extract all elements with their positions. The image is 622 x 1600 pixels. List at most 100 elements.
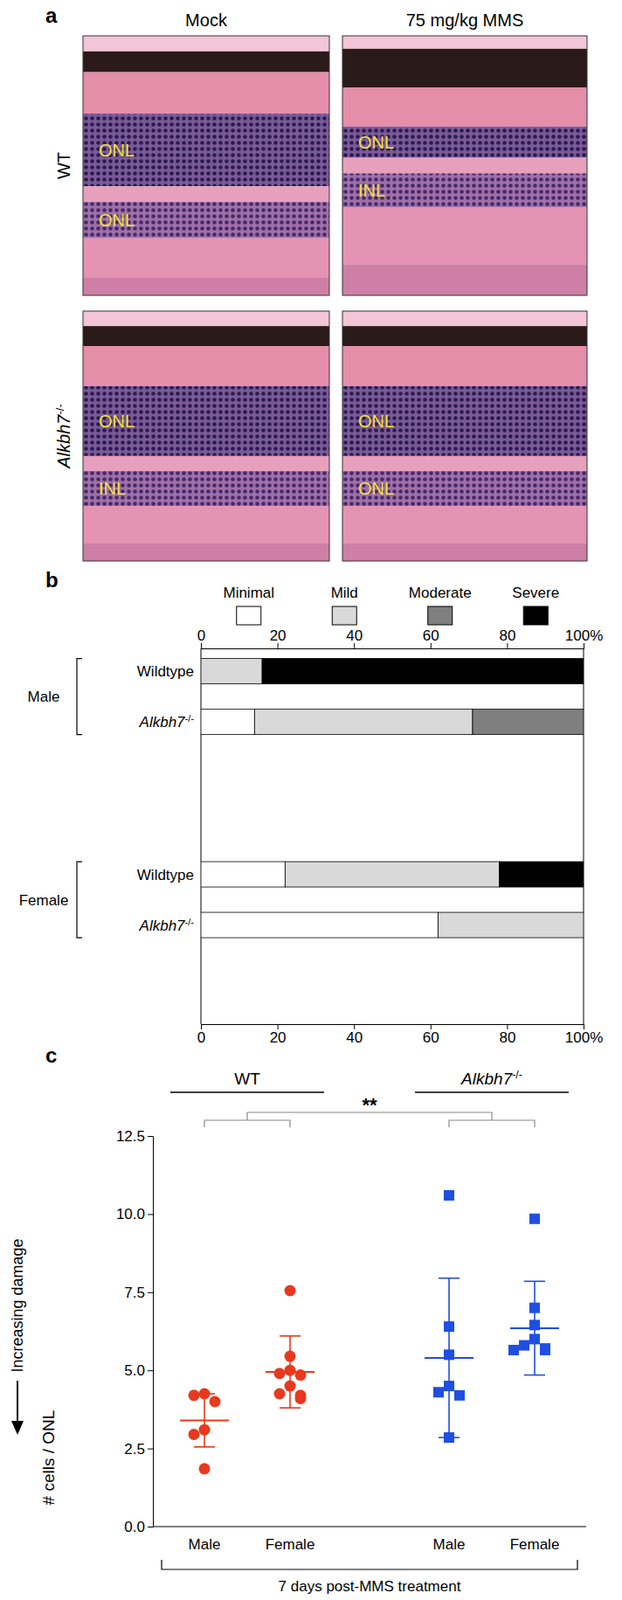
tissue-layer <box>82 456 330 471</box>
tick-mark <box>147 1369 153 1371</box>
error-bar <box>448 1278 450 1438</box>
significance: ** <box>361 1093 378 1116</box>
tick-label: 80 <box>498 627 516 644</box>
bar <box>583 709 585 735</box>
tick: 100% <box>565 1023 603 1046</box>
y-axis: 0.02.55.07.510.012.5 <box>116 1127 154 1535</box>
tissue-layer <box>82 325 330 346</box>
superscript-part: -/- <box>53 403 67 415</box>
tick-label: 7.5 <box>124 1284 146 1301</box>
histology-image: ONLINL <box>342 35 588 296</box>
comparison-bracket <box>204 1112 291 1127</box>
error-cap <box>279 1334 301 1337</box>
legend-label: Severe <box>511 584 560 602</box>
x-axis-top: 020406080100% <box>197 627 603 650</box>
tick: 0 <box>197 627 206 649</box>
tick: 7.5 <box>124 1284 153 1301</box>
category-label: Wildtype <box>137 663 194 680</box>
panel-letter: a <box>45 3 58 28</box>
point <box>529 1213 540 1224</box>
point <box>443 1189 455 1201</box>
tick-label: 5.0 <box>124 1361 146 1379</box>
tissue-layer <box>342 456 588 471</box>
arrow-head <box>11 1420 24 1435</box>
tissue-layer <box>82 186 330 202</box>
italic-part: Alkbh7 <box>138 917 187 934</box>
tick-label: 20 <box>269 1029 287 1046</box>
tissue-layer <box>82 238 330 278</box>
tick: 40 <box>345 627 363 649</box>
category-label: Female <box>265 1535 316 1553</box>
legend: Minimal Mild Moderate Severe <box>222 584 560 625</box>
tissue-layer <box>82 543 330 561</box>
point <box>199 1462 211 1474</box>
frame-line <box>583 648 585 1024</box>
tick: 80 <box>498 1023 516 1046</box>
tissue-layer <box>342 470 588 506</box>
tissue-layer <box>342 48 588 89</box>
point <box>188 1428 201 1440</box>
error-bar <box>533 1280 536 1375</box>
tissue-layer <box>342 87 588 127</box>
category-label: Alkbh7-/- <box>138 916 195 934</box>
tick-label: 0 <box>197 627 206 644</box>
superscript-part: -/- <box>185 712 195 724</box>
error-bar <box>203 1393 206 1447</box>
histology-image: ONLONL <box>342 311 588 561</box>
group-bracket <box>76 658 83 735</box>
point <box>209 1395 222 1407</box>
bar <box>200 861 285 887</box>
tissue-layer <box>342 345 588 387</box>
group-label: Male <box>27 688 61 705</box>
tissue-layer <box>82 113 330 187</box>
layer-label: ONL <box>358 478 394 498</box>
category-label: Wildtype <box>137 866 194 884</box>
tick-mark <box>147 1448 153 1450</box>
tissue-layer <box>82 386 330 457</box>
point <box>188 1389 201 1401</box>
axis-line <box>201 1024 585 1030</box>
row-title: WT <box>54 152 74 180</box>
tick: 2.5 <box>124 1440 153 1458</box>
image-border <box>82 35 330 296</box>
tissue-layer <box>342 325 588 346</box>
bar <box>499 861 584 887</box>
category-label: Alkbh7-/- <box>138 712 195 731</box>
tick: 0.0 <box>124 1518 153 1535</box>
tick-label: 12.5 <box>116 1127 146 1145</box>
tissue-layer <box>82 470 330 506</box>
tick-mark <box>147 1526 153 1528</box>
tissue-layer <box>342 172 588 208</box>
tissue-layer <box>342 263 588 296</box>
tick-label: 40 <box>345 1029 363 1046</box>
bar <box>472 709 584 735</box>
figure: aMock75 mg/kg MMSWTAlkbh7-/-ONLONLONLINL… <box>0 0 622 1600</box>
row-title: Alkbh7-/- <box>53 403 75 469</box>
group-underline <box>170 1091 325 1093</box>
bar <box>262 658 584 685</box>
tissue-layer <box>82 345 330 387</box>
tick-label: 60 <box>422 1029 440 1046</box>
group-label: WT <box>234 1069 261 1088</box>
group-label: Alkbh7-/- <box>460 1068 523 1088</box>
legend-label: Mild <box>331 584 359 602</box>
legend-label: Moderate <box>408 584 472 602</box>
histology-image: ONLONL <box>82 35 330 296</box>
x-axis-line <box>152 1526 587 1528</box>
legend-swatch <box>331 606 357 625</box>
image-border <box>342 311 588 561</box>
layer-label: INL <box>358 180 386 201</box>
tick: 20 <box>269 627 287 649</box>
legend-label: Minimal <box>222 584 275 602</box>
tissue-layer <box>82 311 330 326</box>
tick-label: 60 <box>422 627 440 644</box>
error-cap <box>524 1374 546 1376</box>
tissue-layer <box>342 35 588 49</box>
legend-swatch <box>236 606 262 625</box>
tissue-layer <box>342 543 588 561</box>
error-bar <box>289 1335 291 1408</box>
annotation: Increasing damage <box>8 1237 27 1372</box>
points <box>179 1189 560 1474</box>
tick: 40 <box>345 1023 363 1046</box>
tick: 12.5 <box>116 1127 153 1145</box>
